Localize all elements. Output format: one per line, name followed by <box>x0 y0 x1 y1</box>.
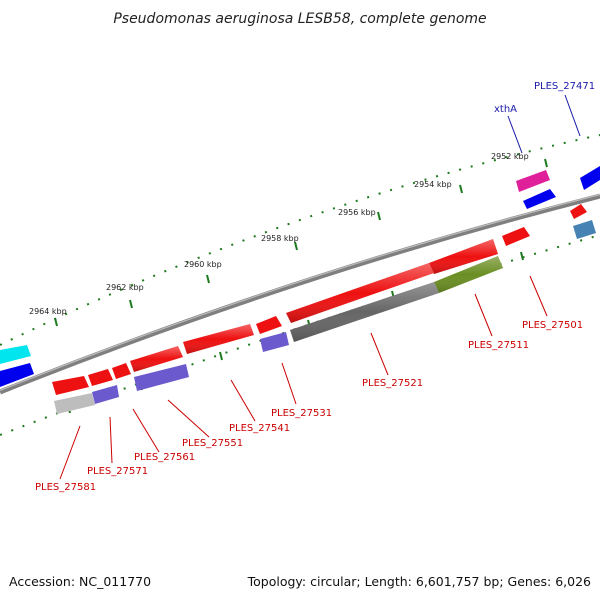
gene-red-right[interactable] <box>502 227 530 246</box>
gene-blue-left[interactable] <box>0 363 34 387</box>
gene-labels: PLES_27471 xthA PLES_27501 PLES_27511 PL… <box>35 81 595 493</box>
gene-red-e[interactable] <box>52 376 89 395</box>
label-ples-27531[interactable]: PLES_27531 <box>271 408 332 419</box>
scale-label-2952: 2952 kbp <box>491 152 529 161</box>
callout-ples-27551 <box>167 399 210 438</box>
callout-ples-27541 <box>230 379 256 422</box>
tick-2954 <box>459 184 463 194</box>
map-title: Pseudomonas aeruginosa LESB58, complete … <box>113 11 486 27</box>
callout-xtha <box>507 115 523 154</box>
gene-shade <box>429 239 498 274</box>
label-ples-27501[interactable]: PLES_27501 <box>522 320 583 331</box>
gene-blue-far-right[interactable] <box>580 166 600 190</box>
genes-reverse <box>54 220 596 414</box>
callout-ples-27581 <box>59 425 81 480</box>
callout-ples-27471 <box>564 94 581 137</box>
label-ples-27471[interactable]: PLES_27471 <box>534 81 595 92</box>
genome-backbone-highlight <box>0 193 600 392</box>
gene-red-small-right[interactable] <box>570 204 587 219</box>
callout-ples-27501 <box>529 275 548 317</box>
scale-label-2964: 2964 kbp <box>29 307 67 316</box>
gene-magenta[interactable] <box>516 170 550 192</box>
tick-2956 <box>377 211 381 221</box>
accession-text: Accession: NC_011770 <box>9 574 151 589</box>
gene-blue-upper[interactable] <box>523 189 556 209</box>
inner-tick <box>520 251 524 261</box>
callout-ples-27531 <box>281 362 297 405</box>
callout-ples-27521 <box>370 332 389 376</box>
scale-labels: 2952 kbp 2954 kbp 2956 kbp 2958 kbp 2960… <box>29 152 529 316</box>
scale-label-2954: 2954 kbp <box>414 180 452 189</box>
scale-label-2960: 2960 kbp <box>184 260 222 269</box>
label-ples-27561[interactable]: PLES_27561 <box>134 452 195 463</box>
gene-steel[interactable] <box>573 220 596 239</box>
label-ples-27521[interactable]: PLES_27521 <box>362 378 423 389</box>
tick-2958 <box>294 241 298 251</box>
callout-ples-27511 <box>474 293 493 337</box>
label-ples-27581[interactable]: PLES_27581 <box>35 482 96 493</box>
gene-cyan-left[interactable] <box>0 345 31 364</box>
label-ples-27541[interactable]: PLES_27541 <box>229 423 290 434</box>
gene-shade <box>130 346 183 372</box>
label-ples-27571[interactable]: PLES_27571 <box>87 466 148 477</box>
gene-shade <box>286 263 434 323</box>
callout-ples-27571 <box>109 416 113 464</box>
gene-shade <box>434 256 503 293</box>
label-ples-27511[interactable]: PLES_27511 <box>468 340 529 351</box>
genes-forward <box>0 166 600 395</box>
inner-tick <box>219 351 223 361</box>
callout-ples-27561 <box>132 408 160 453</box>
gene-purple-mid[interactable] <box>260 332 289 352</box>
gene-purple-a[interactable] <box>134 364 189 391</box>
tick-2964 <box>54 317 58 327</box>
callout-lines <box>59 94 581 480</box>
genome-summary-text: Topology: circular; Length: 6,601,757 bp… <box>247 574 591 589</box>
gene-shade <box>290 282 439 342</box>
scale-label-2956: 2956 kbp <box>338 208 376 217</box>
scale-label-2962: 2962 kbp <box>106 283 144 292</box>
gene-red-c[interactable] <box>112 363 131 379</box>
gene-red-mid[interactable] <box>256 316 282 334</box>
tick-2962 <box>129 299 133 309</box>
tick-2952 <box>544 158 548 168</box>
gene-silver[interactable] <box>54 393 95 414</box>
tick-2960 <box>206 274 210 284</box>
label-ples-27551[interactable]: PLES_27551 <box>182 438 243 449</box>
outer-tick-track <box>0 134 600 346</box>
scale-label-2958: 2958 kbp <box>261 234 299 243</box>
gene-shade <box>183 324 254 354</box>
major-ticks <box>54 158 548 327</box>
gene-shading <box>130 239 498 372</box>
genome-backbone <box>0 193 600 395</box>
gene-red-d[interactable] <box>88 369 113 386</box>
label-xtha[interactable]: xthA <box>494 104 517 115</box>
gene-purple-b[interactable] <box>92 385 119 404</box>
